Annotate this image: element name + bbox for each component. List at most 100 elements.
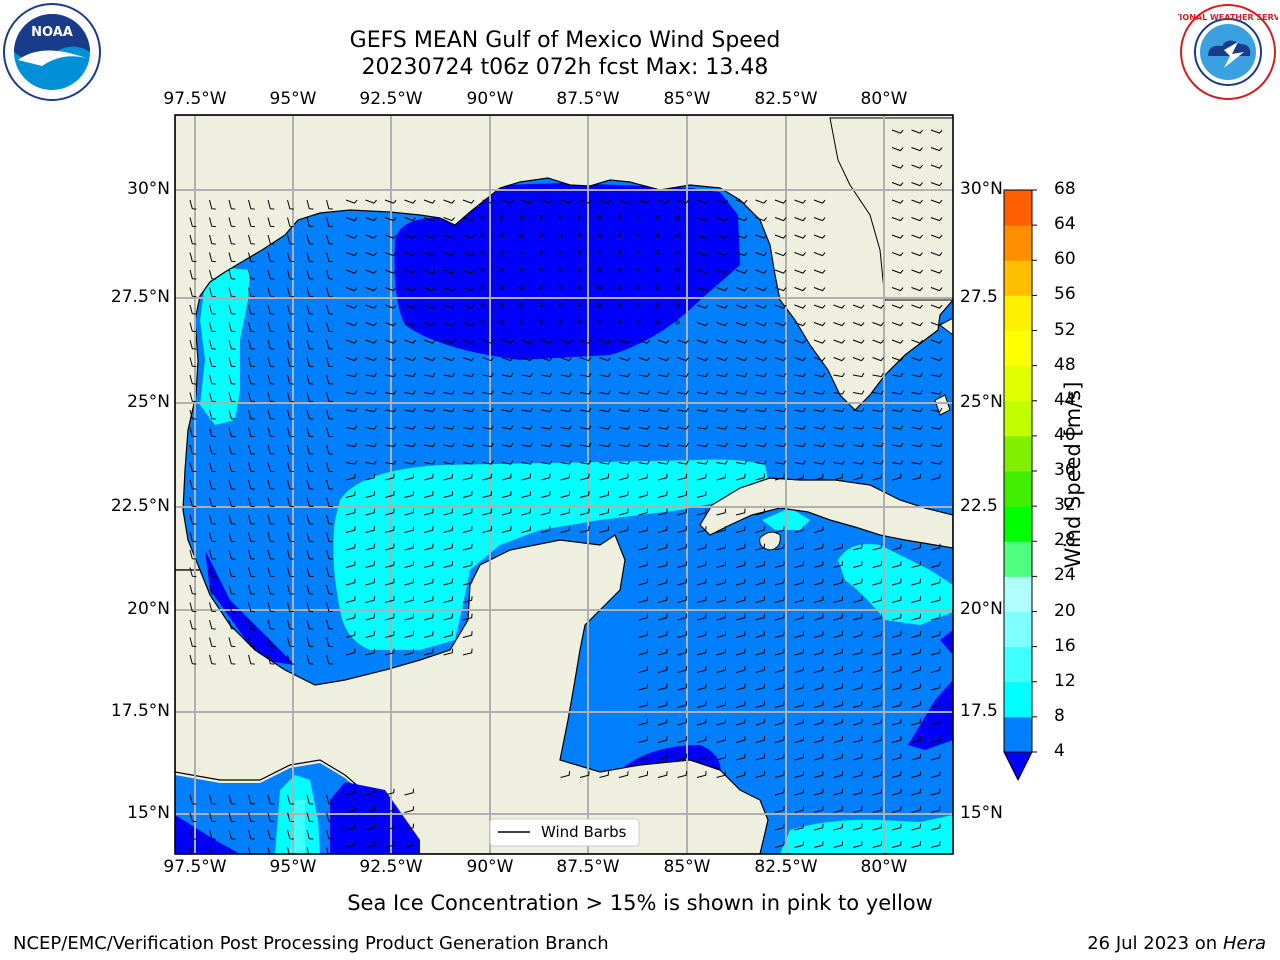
wind-barb: [794, 753, 805, 761]
wind-barb: [911, 234, 923, 239]
wind-barb: [852, 701, 863, 708]
top-lon-label: 80°W: [860, 89, 908, 109]
wind-barb: [579, 407, 592, 413]
wind-barb: [774, 473, 785, 481]
wind-barb: [735, 460, 748, 465]
moderate-wind-region-texas-coast: [200, 268, 250, 425]
wind-barb: [521, 390, 533, 395]
wind-barb: [696, 718, 707, 726]
wind-barb: [228, 462, 236, 473]
wind-barb: [872, 596, 883, 603]
right-lat-label: 15°N: [960, 803, 1003, 823]
wind-barb: [326, 602, 333, 613]
wind-barb: [852, 390, 865, 395]
wind-barb: [404, 442, 416, 448]
wind-barb: [735, 701, 746, 708]
wind-barb: [599, 199, 611, 204]
wind-barb: [443, 491, 454, 498]
wind-barb: [930, 788, 941, 796]
wind-barb: [755, 596, 766, 603]
calm-barb: [539, 232, 544, 237]
wind-barb: [716, 287, 728, 292]
wind-barb: [657, 543, 668, 551]
wind-barb: [638, 718, 649, 726]
wind-barb: [189, 812, 197, 823]
wind-barb: [872, 683, 883, 691]
wind-barb: [345, 491, 356, 498]
wind-barb: [462, 304, 475, 309]
wind-barb: [696, 753, 707, 761]
wind-barb: [560, 357, 572, 362]
wind-barb: [306, 339, 314, 350]
wind-barb: [228, 304, 236, 315]
colorbar-tick-label: 24: [1054, 565, 1076, 586]
wind-barb: [248, 322, 255, 333]
wind-barb: [423, 372, 436, 378]
wind-barb: [404, 217, 416, 222]
wind-barb: [755, 407, 767, 413]
wind-barb: [774, 841, 785, 848]
calm-barb: [499, 302, 504, 307]
wind-barb: [677, 390, 689, 395]
wind-barb: [365, 322, 377, 327]
wind-barb: [326, 532, 333, 543]
wind-barb: [599, 407, 611, 413]
wind-barb: [287, 322, 294, 333]
wind-barb: [248, 252, 255, 263]
wind-barb: [560, 526, 571, 533]
wind-barb: [696, 372, 709, 378]
wind-barb: [599, 357, 611, 362]
wind-barb: [306, 514, 314, 525]
wind-barb: [813, 596, 824, 603]
calm-barb: [578, 285, 583, 290]
wind-barb: [462, 578, 473, 586]
calm-barb: [675, 302, 680, 307]
wind-barb: [326, 619, 333, 630]
wind-barb: [618, 460, 631, 465]
wind-barb: [696, 442, 709, 448]
wind-barb: [384, 339, 397, 344]
wind-barb: [891, 390, 904, 395]
wind-barb: [189, 829, 197, 840]
wind-barb: [189, 602, 197, 613]
wind-barb: [599, 473, 610, 481]
colorbar-tick-label: 36: [1054, 460, 1076, 480]
wind-barb: [911, 147, 923, 152]
wind-barb: [443, 613, 454, 621]
wind-barb: [423, 339, 436, 344]
wind-barb: [755, 561, 766, 568]
wind-barb: [404, 841, 415, 848]
wind-barb: [735, 613, 746, 621]
wind-barb: [482, 390, 494, 395]
wind-barb: [755, 390, 767, 395]
wind-barb: [930, 322, 943, 327]
wind-barb: [521, 357, 533, 362]
wind-barb: [189, 339, 197, 350]
wind-barb: [189, 584, 197, 595]
wind-barb: [813, 543, 824, 551]
wind-barb: [735, 425, 748, 430]
wind-barb: [228, 269, 236, 280]
wind-barb: [501, 339, 514, 344]
wind-barb: [384, 407, 397, 413]
wind-barb: [462, 407, 475, 413]
bottom-lon-label: 82.5°W: [754, 857, 818, 877]
wind-barb: [326, 462, 333, 473]
wind-barb: [794, 234, 806, 239]
wind-barb: [326, 812, 333, 823]
calm-barb: [558, 267, 563, 272]
wind-barb: [306, 829, 314, 840]
wind-barb: [345, 578, 356, 586]
wind-barb: [540, 357, 553, 362]
wind-barb: [443, 234, 455, 239]
wind-barb: [443, 508, 454, 516]
wind-barb: [735, 287, 748, 292]
wind-barb: [891, 269, 904, 274]
wind-barb: [657, 473, 668, 481]
wind-barb: [638, 491, 649, 498]
wind-barb: [404, 596, 415, 603]
wind-barb: [774, 357, 787, 362]
wind-barb: [735, 561, 746, 568]
wind-barb: [891, 666, 902, 673]
wind-barb: [345, 543, 356, 551]
